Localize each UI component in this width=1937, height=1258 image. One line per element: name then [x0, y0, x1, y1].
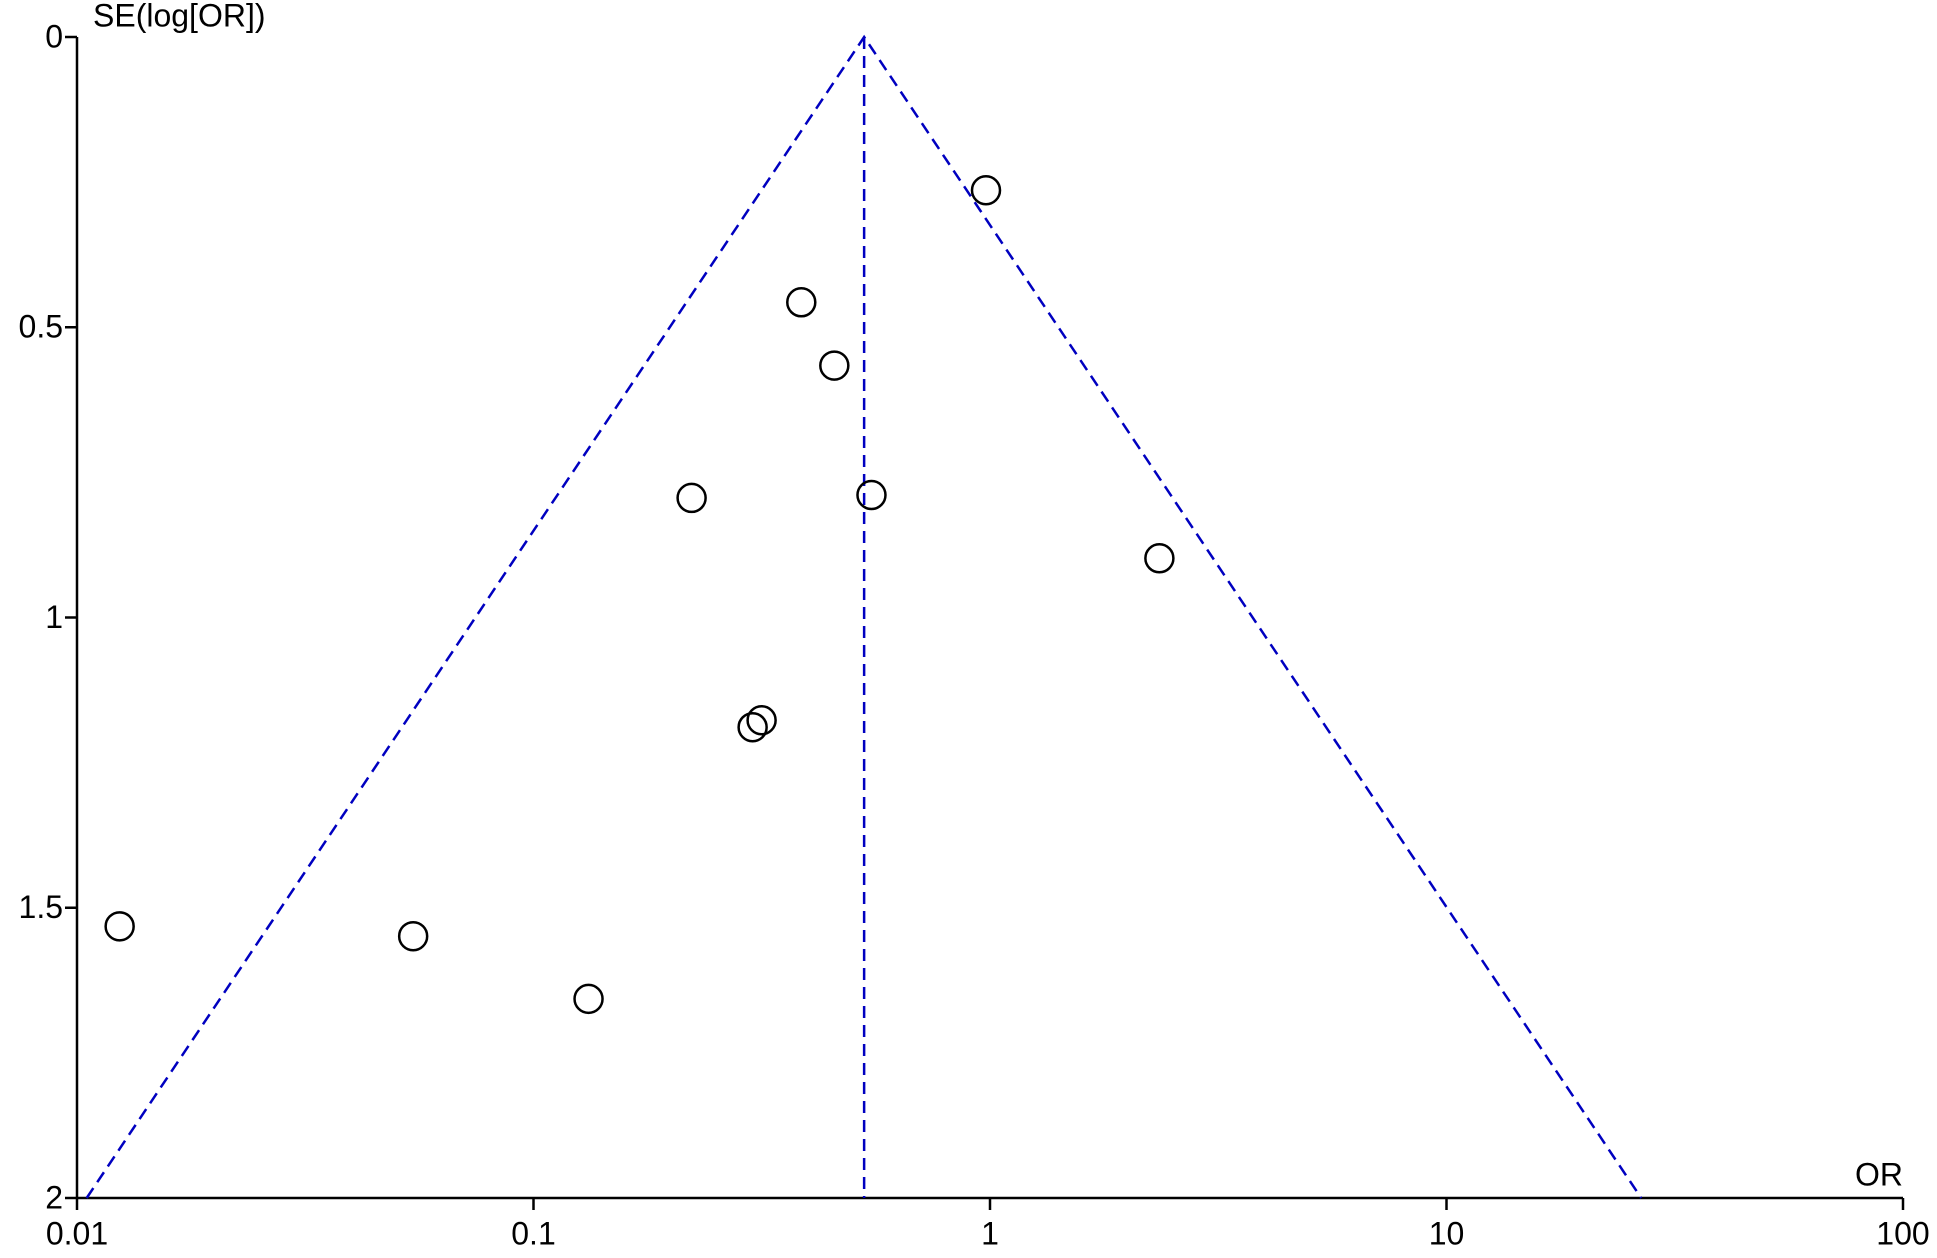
- y-tick-label: 0.5: [19, 309, 63, 345]
- y-tick-label: 2: [45, 1179, 63, 1215]
- y-tick-label: 0: [45, 18, 63, 54]
- study-point: [819, 350, 850, 381]
- y-tick-label: 1: [45, 599, 63, 635]
- study-point: [1144, 543, 1175, 574]
- x-tick-label: 1: [981, 1215, 999, 1251]
- study-point: [397, 920, 429, 952]
- x-tick-label: 10: [1429, 1215, 1465, 1251]
- study-point: [970, 175, 1002, 206]
- x-axis-label: OR: [1855, 1156, 1903, 1192]
- y-axis-label: SE(log[OR]): [93, 0, 265, 33]
- study-point: [737, 711, 768, 743]
- x-tick-label: 0.01: [46, 1215, 108, 1251]
- x-tick-label: 100: [1876, 1215, 1929, 1251]
- study-point: [573, 983, 604, 1015]
- study-point: [786, 287, 817, 318]
- study-point: [104, 911, 135, 942]
- study-point: [676, 482, 707, 514]
- y-tick-label: 1.5: [19, 889, 63, 925]
- x-tick-label: 0.1: [511, 1215, 555, 1251]
- study-point: [746, 704, 777, 736]
- study-point: [856, 479, 887, 511]
